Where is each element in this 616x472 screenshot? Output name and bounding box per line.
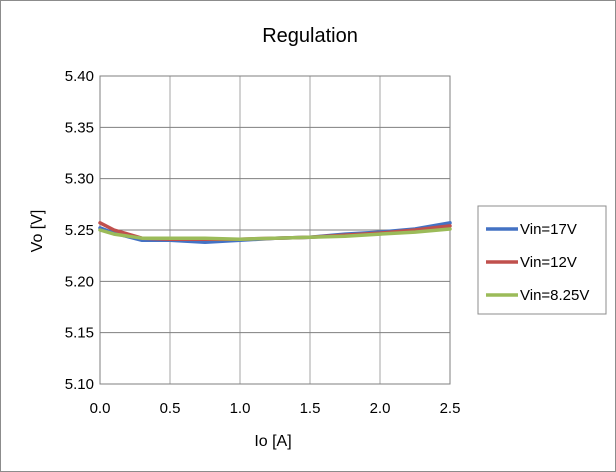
y-tick-label: 5.10 xyxy=(65,376,94,393)
y-tick-label: 5.25 xyxy=(65,222,94,239)
y-tick-label: 5.30 xyxy=(65,171,94,188)
x-axis-label: Io [A] xyxy=(254,433,291,450)
x-tick-label: 0.5 xyxy=(160,400,181,417)
plot-area: 0.0 0.5 1.0 1.5 2.0 2.5 5.10 5.15 5.20 5.25 5.30 5.… xyxy=(65,68,461,417)
legend-label: Vin=17V xyxy=(520,221,577,238)
y-tick-label: 5.35 xyxy=(65,119,94,136)
x-tick-label: 2.5 xyxy=(440,400,461,417)
legend-label: Vin=12V xyxy=(520,254,577,271)
y-axis-label: Vo [V] xyxy=(29,210,46,253)
chart-title: Regulation xyxy=(262,25,358,47)
y-tick-label: 5.15 xyxy=(65,325,94,342)
x-tick-label: 1.5 xyxy=(300,400,321,417)
x-tick-label: 2.0 xyxy=(370,400,391,417)
legend-label: Vin=8.25V xyxy=(520,287,589,304)
series-line xyxy=(98,227,452,241)
y-tick-label: 5.20 xyxy=(65,273,94,290)
x-tick-label: 1.0 xyxy=(230,400,251,417)
y-tick-label: 5.40 xyxy=(65,68,94,85)
legend-items: Vin=17V Vin=12V Vin=8.25V xyxy=(486,221,589,304)
x-tick-label: 0.0 xyxy=(90,400,111,417)
